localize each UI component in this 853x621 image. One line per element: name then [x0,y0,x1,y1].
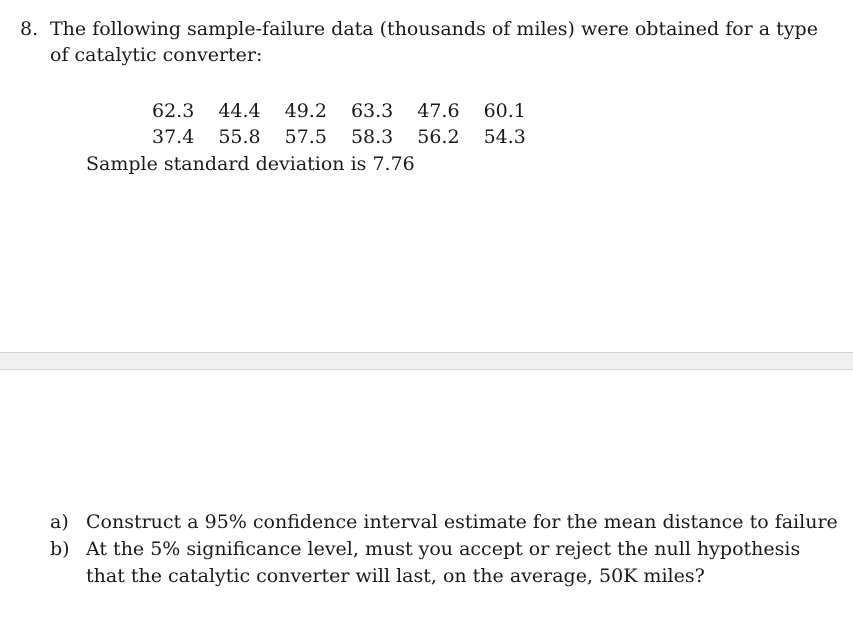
data-cell: 60.1 [483,100,526,122]
question-item-a: a) Construct a 95% confidence interval e… [50,509,845,536]
question-text-line: At the 5% significance level, must you a… [86,538,801,560]
question-letter: b) [50,538,70,560]
data-cell: 44.4 [218,100,261,122]
failure-data-table: 62.3 44.4 49.2 63.3 47.6 60.1 37.4 55.8 … [152,98,550,150]
question-text-line: that the catalytic converter will last, … [86,565,705,587]
page-divider [0,352,853,370]
question-item-b: b) At the 5% significance level, must yo… [50,536,845,590]
question-list: a) Construct a 95% confidence interval e… [50,509,845,590]
problem-number: 8. [20,18,39,40]
data-cell: 37.4 [152,126,195,148]
data-cell: 49.2 [284,100,327,122]
data-cell: 56.2 [417,126,460,148]
problem-text-line-1: The following sample-failure data (thous… [50,18,818,40]
question-text: At the 5% significance level, must you a… [86,536,845,590]
problem-text-line-2: of catalytic converter: [50,44,263,66]
data-cell: 63.3 [350,100,394,122]
data-row: 62.3 44.4 49.2 63.3 47.6 60.1 [152,98,550,124]
data-row: 37.4 55.8 57.5 58.3 56.2 54.3 [152,124,550,150]
question-letter: a) [50,511,69,533]
data-cell: 47.6 [417,100,460,122]
problem-line-1: 8. The following sample-failure data (tho… [20,16,840,42]
question-text-line: Construct a 95% confidence interval esti… [86,511,838,533]
data-cell: 54.3 [483,126,526,148]
data-cell: 55.8 [218,126,261,148]
question-text: Construct a 95% confidence interval esti… [86,509,845,536]
standard-deviation-note: Sample standard deviation is 7.76 [86,153,415,175]
data-cell: 62.3 [152,100,195,122]
problem-statement: 8. The following sample-failure data (tho… [20,16,840,68]
data-cell: 58.3 [350,126,394,148]
data-cell: 57.5 [284,126,327,148]
